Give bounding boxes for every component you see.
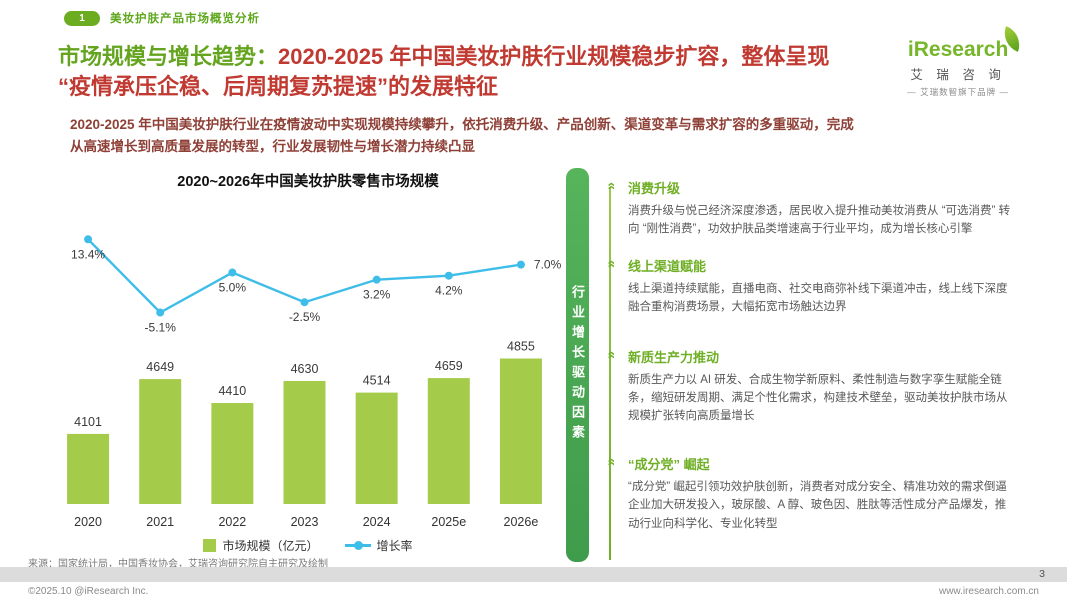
line-point xyxy=(300,298,309,307)
intro-line2: 从高速增长到高质量发展的转型，行业发展韧性与增长潜力持续凸显 xyxy=(70,139,475,155)
x-axis-label: 2022 xyxy=(218,515,246,529)
x-axis-label: 2026e xyxy=(504,515,539,529)
bar-value-label: 4101 xyxy=(74,415,102,429)
drivers-panel: » 消费升级 消费升级与悦己经济深度渗透，居民收入提升推动美妆消费从 “可选消费… xyxy=(601,172,1017,560)
line-point xyxy=(444,271,453,280)
intro-line1: 2020-2025 年中国美妆护肤行业在疫情波动中实现规模持续攀升，依托消费升级… xyxy=(70,117,854,132)
driver-consumption-upgrade: » 消费升级 消费升级与悦己经济深度渗透，居民收入提升推动美妆消费从 “可选消费… xyxy=(601,178,1017,239)
chart-title: 2020~2026年中国美妆护肤零售市场规模 xyxy=(177,174,439,190)
line-point xyxy=(156,308,165,317)
bar-value-label: 4649 xyxy=(146,360,174,374)
driver-body: 消费升级与悦己经济深度渗透，居民收入提升推动美妆消费从 “可选消费” 转向 “刚… xyxy=(628,205,1011,236)
growth-rate-label: 3.2% xyxy=(363,288,391,302)
driver-heading: 消费升级 xyxy=(628,181,681,196)
line-swatch xyxy=(344,541,371,550)
driver-heading: 新质生产力推动 xyxy=(628,349,720,365)
bar-value-label: 4410 xyxy=(218,384,246,398)
section-tag: 1 美妆护肤产品市场概览分析 xyxy=(64,10,260,26)
title-line1: 2020-2025 年中国美妆护肤行业规模稳步扩容，整体呈现 xyxy=(278,44,830,69)
source-note: 来源：国家统计局，中国香妆协会，艾瑞咨询研究院自主研究及绘制 xyxy=(28,559,328,570)
growth-rate-label: 13.4% xyxy=(71,247,105,261)
bar-2024 xyxy=(355,392,398,504)
driver-body: “成分党” 崛起引领功效护肤创新，消费者对成分安全、精准功效的需求倒逼企业加大研… xyxy=(628,480,1007,530)
section-number-badge: 1 xyxy=(64,10,100,26)
logo-chinese-name: 艾 瑞 咨 询 xyxy=(910,68,1006,82)
page-number: 3 xyxy=(1039,568,1045,580)
growth-rate-label: 7.0% xyxy=(534,258,562,272)
line-point xyxy=(228,268,237,277)
logo-wordmark: iResearch xyxy=(907,38,1009,61)
bar-value-label: 4514 xyxy=(363,374,391,388)
bar-value-label: 4855 xyxy=(507,340,535,354)
growth-rate-label: -2.5% xyxy=(289,310,321,324)
driver-body: 新质生产力以 AI 研发、合成生物学新原料、柔性制造与数字孪生赋能全链条，缩短研… xyxy=(628,373,1008,423)
market-size-chart: 2020~2026年中国美妆护肤零售市场规模 4101 2020 4649 2021 4… xyxy=(52,170,564,554)
bar-2021 xyxy=(139,379,182,504)
bar-2020 xyxy=(67,433,110,504)
trend-arrow-icon: » xyxy=(602,182,618,190)
page-title: 市场规模与增长趋势：2020-2025 年中国美妆护肤行业规模稳步扩容，整体呈现… xyxy=(58,42,938,102)
legend-market-size: 市场规模（亿元） xyxy=(203,537,319,554)
x-axis-label: 2020 xyxy=(74,515,102,529)
drivers-vertical-tab: 行业增长驱动因素 xyxy=(566,168,589,562)
logo-brand-text: iResearch xyxy=(907,26,1026,62)
bar-value-label: 4659 xyxy=(435,359,463,373)
website-link[interactable]: www.iresearch.com.cn xyxy=(938,586,1039,597)
growth-rate-label: -5.1% xyxy=(145,321,177,335)
driver-body: 线上渠道持续赋能，直播电商、社交电商弥补线下渠道冲击，线上线下深度融合重构消费场… xyxy=(628,282,1008,314)
x-axis-label: 2025e xyxy=(431,515,466,529)
logo-tagline: — 艾瑞数智旗下品牌 — xyxy=(907,87,1009,97)
x-axis-label: 2024 xyxy=(363,515,391,529)
combo-chart-canvas: 4101 2020 4649 2021 4410 2022 4630 2023 4514 2024… xyxy=(67,235,562,529)
line-point xyxy=(516,260,525,269)
section-label: 美妆护肤产品市场概览分析 xyxy=(110,13,260,25)
x-axis-label: 2021 xyxy=(146,515,174,529)
legend-market-size-label: 市场规模（亿元） xyxy=(222,539,319,553)
footer-row: ©2025.10 @iResearch Inc. www.iresearch.c… xyxy=(28,586,1039,597)
legend-growth-rate: 增长率 xyxy=(344,537,413,554)
line-point xyxy=(372,275,381,284)
line-swatch-dot xyxy=(353,541,363,550)
title-topic: 市场规模与增长趋势： xyxy=(58,44,279,69)
footer-bar: 3 xyxy=(0,567,1067,582)
trend-arrow-icon: » xyxy=(602,457,618,466)
driver-heading: 线上渠道赋能 xyxy=(628,258,707,274)
trend-arrow-icon: » xyxy=(602,259,618,268)
bar-value-label: 4630 xyxy=(291,362,319,376)
title-line2: “疫情承压企稳、后周期复苏提速”的发展特征 xyxy=(58,74,499,99)
bar-2025e xyxy=(427,378,470,504)
line-point xyxy=(84,235,93,244)
x-axis-label: 2023 xyxy=(291,515,319,529)
bar-2026e xyxy=(499,358,542,504)
driver-new-productivity: » 新质生产力推动 新质生产力以 AI 研发、合成生物学新原料、柔性制造与数字孪… xyxy=(601,347,1017,426)
trend-arrow-icon: » xyxy=(602,350,618,359)
bar-swatch xyxy=(203,539,217,552)
copyright-text: ©2025.10 @iResearch Inc. xyxy=(28,586,149,597)
timeline-line xyxy=(609,188,611,560)
iresearch-logo: iResearch 艾 瑞 咨 询 — 艾瑞数智旗下品牌 — xyxy=(907,26,1026,98)
driver-online-channels: » 线上渠道赋能 线上渠道持续赋能，直播电商、社交电商弥补线下渠道冲击，线上线下… xyxy=(601,256,1017,317)
intro-paragraph: 2020-2025 年中国美妆护肤行业在疫情波动中实现规模持续攀升，依托消费升级… xyxy=(70,114,995,159)
driver-ingredient-party: » “成分党” 崛起 “成分党” 崛起引领功效护肤创新，消费者对成分安全、精准功… xyxy=(601,454,1017,533)
legend-growth-rate-label: 增长率 xyxy=(376,539,413,553)
bar-2023 xyxy=(283,381,326,504)
driver-heading: “成分党” 崛起 xyxy=(628,456,710,472)
drivers-tab-label: 行业增长驱动因素 xyxy=(570,285,585,445)
growth-rate-label: 5.0% xyxy=(219,281,247,295)
growth-rate-label: 4.2% xyxy=(435,284,463,298)
chart-legend: 市场规模（亿元） 增长率 xyxy=(52,537,564,554)
bar-2022 xyxy=(211,403,254,504)
